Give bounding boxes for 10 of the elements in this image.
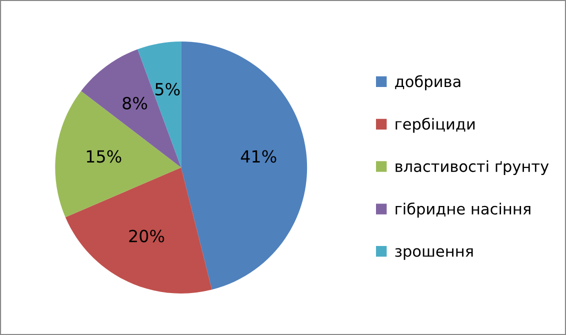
legend-label: гербіциди: [396, 118, 475, 133]
data-label: 20%: [129, 230, 164, 242]
legend-label: властивості ґрунту: [396, 160, 549, 176]
data-label: 5%: [155, 82, 180, 96]
legend-label: добрива: [395, 75, 460, 90]
data-label: 8%: [122, 96, 148, 110]
data-label: 15%: [86, 150, 122, 163]
legend-label: гібридне насіння: [396, 202, 530, 218]
legend-label: зрошення: [395, 248, 473, 260]
data-label: 41%: [240, 150, 276, 163]
